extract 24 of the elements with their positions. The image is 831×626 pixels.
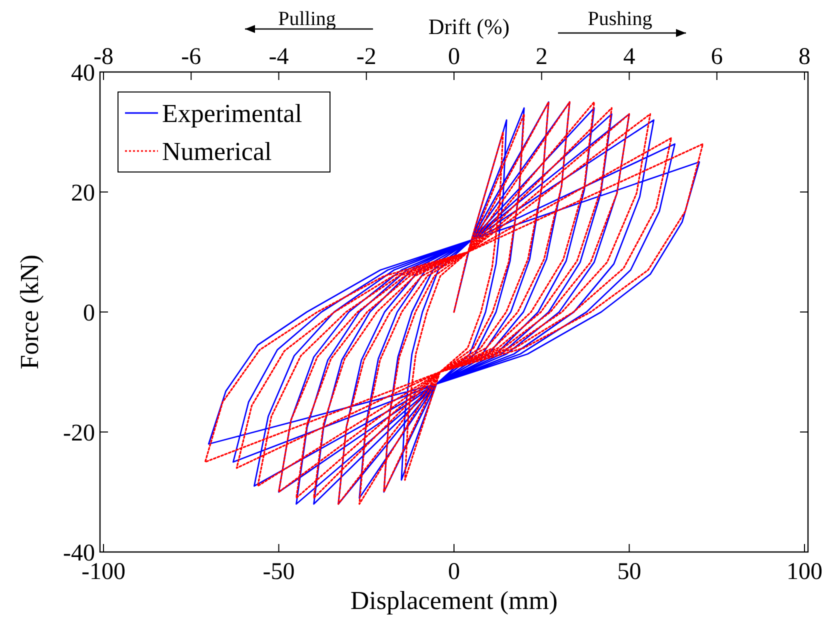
x-tick-label: 0 xyxy=(448,559,460,585)
x2-tick-label: -4 xyxy=(268,44,289,70)
y-tick-label: 20 xyxy=(71,180,95,206)
x2-tick-label: 2 xyxy=(536,44,548,70)
x-tick-label: -50 xyxy=(262,559,295,585)
y-tick-label: 0 xyxy=(83,300,95,326)
x2-tick-label: -6 xyxy=(181,44,202,70)
x2-tick-label: 8 xyxy=(798,44,810,70)
y-axis-title: Force (kN) xyxy=(15,254,44,370)
legend-label: Experimental xyxy=(162,99,302,128)
legend-label: Numerical xyxy=(162,137,272,166)
y-tick-label: -20 xyxy=(63,420,95,446)
x2-tick-label: -2 xyxy=(356,44,376,70)
text: Pushing xyxy=(588,8,652,30)
x2-tick-label: 0 xyxy=(448,44,460,70)
x2-tick-label: -8 xyxy=(94,44,114,70)
y-tick-label: 40 xyxy=(71,60,95,86)
x-axis-title: Displacement (mm) xyxy=(350,586,558,615)
x-tick-label: 100 xyxy=(786,559,822,585)
x2-axis-title: Drift (%) xyxy=(428,14,510,39)
x2-tick-label: 4 xyxy=(623,44,636,70)
text: Pulling xyxy=(278,8,336,30)
x-tick-label: 50 xyxy=(617,559,642,585)
x2-tick-label: 6 xyxy=(710,44,723,70)
